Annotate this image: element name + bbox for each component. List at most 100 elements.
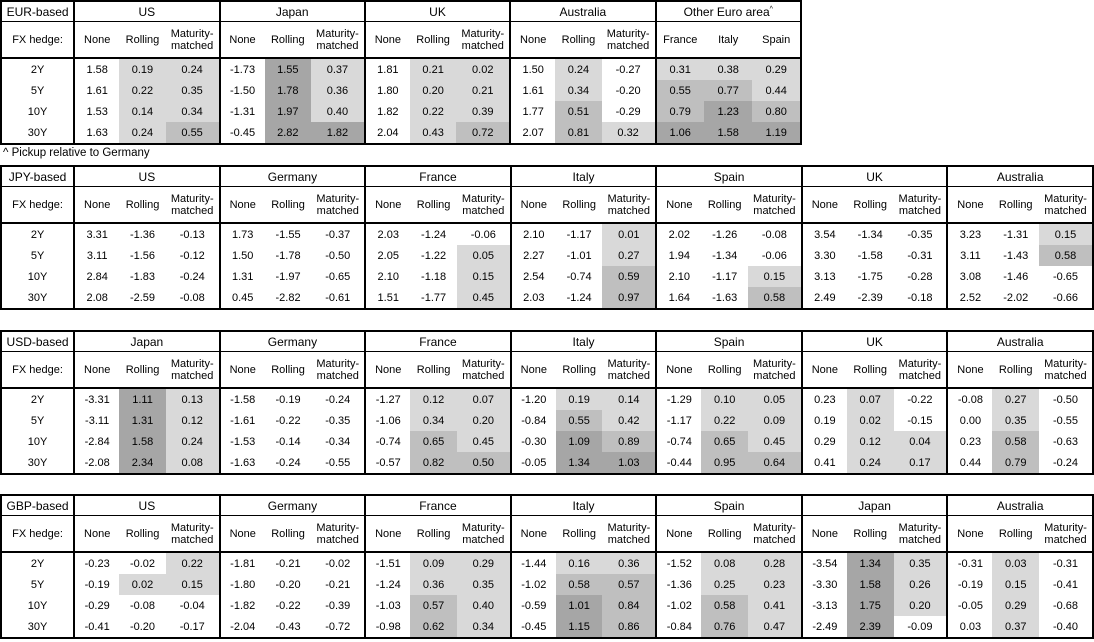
value-cell: 0.01 [602,223,657,245]
value-cell: 0.29 [992,595,1040,616]
value-cell: 0.39 [456,101,511,122]
group-header: US [73,166,220,187]
tenor-label: 10Y [1,595,76,616]
group-header: Spain [655,331,802,352]
hedge-column-header: None [73,515,120,553]
hedge-column-header: None [509,351,556,389]
value-cell: 0.35 [456,574,511,595]
value-cell: -0.41 [1052,578,1079,591]
value-cell: 0.45 [456,431,511,452]
value-cell: 2.03 [509,287,556,309]
hedge-column-header: Rolling [846,351,894,389]
group-header: US [73,495,220,516]
value-cell: 0.16 [555,552,603,574]
value-cell: 0.58 [992,431,1040,452]
value-cell: 0.55 [555,410,603,431]
hedge-column-header: Maturity-matched [893,515,948,553]
value-cell: -1.55 [275,228,301,241]
value-cell: 0.29 [456,552,511,574]
value-cell: 0.65 [410,431,457,452]
usd-based-grid: USD-based Japan Germany France Italy Spain UK A… [0,330,1094,475]
value-cell: 1.01 [555,595,603,616]
hedge-column-header: Rolling [410,351,457,389]
value-cell: 2.49 [800,287,847,309]
hedge-column-header: Rolling [409,21,457,59]
base-label: GBP-based [1,495,76,516]
table-row: 30Y -2.08 2.34 0.08 -1.63 -0.24 -0.55 -0.57 0.82… [1,452,1093,474]
hedge-column-header: Maturity-matched [456,351,511,389]
group-header: UK [800,166,948,187]
hedge-column-header: None [218,351,265,389]
table-eur-based: EUR-based US Japan UK Australia Other Euro ar… [0,0,802,145]
value-cell: -1.20 [509,388,556,410]
hedge-column-header: None [800,186,847,224]
value-cell: -1.03 [364,595,411,616]
hedge-column-header: Maturity-matched [456,21,511,59]
value-cell: -0.09 [907,620,933,633]
table-jpy-based: JPY-based US Germany France Italy Spain UK Aust… [0,165,1094,310]
value-cell: 0.36 [410,574,457,595]
value-cell: 0.14 [602,388,657,410]
hedge-column-header: Maturity-matched [747,351,802,389]
value-cell: 1.58 [703,122,753,144]
value-cell: -3.31 [73,388,120,410]
value-cell: 0.26 [893,574,948,595]
value-cell: 0.44 [752,80,801,101]
group-header: Germany [218,166,366,187]
value-cell: -2.39 [857,291,883,304]
value-cell: -0.12 [179,249,205,262]
value-cell: 0.19 [119,58,166,80]
table-row: 10Y 2.84 -1.83 -0.24 1.31 -1.97 -0.65 2.10 -1.18… [1,266,1093,287]
value-cell: 0.03 [946,616,993,638]
value-cell: 0.12 [165,410,220,431]
hedge-column-header: Maturity-matched [456,515,511,553]
table-gbp-based: GBP-based US Germany France Italy Spain Japan A… [0,494,1094,639]
value-cell: 1.78 [264,80,312,101]
value-cell: -0.27 [615,63,641,76]
hedge-column-header: Maturity-matched [1039,515,1093,553]
value-cell: 0.29 [800,431,847,452]
value-cell: 0.36 [602,552,657,574]
value-cell: 0.34 [410,410,457,431]
value-cell: 0.76 [701,616,748,638]
value-cell: 3.23 [946,223,993,245]
tenor-label: 30Y [1,287,76,309]
value-cell: -0.31 [907,249,933,262]
value-cell: 0.47 [747,616,802,638]
group-header: Japan [800,495,948,516]
value-cell: 1.19 [752,122,801,144]
value-cell: 0.22 [701,410,748,431]
value-cell: 1.77 [509,101,556,122]
tenor-label: 30Y [1,122,76,144]
value-cell: -1.27 [364,388,411,410]
value-cell: 1.58 [846,574,894,595]
value-cell: 0.97 [602,287,657,309]
value-cell: 1.94 [655,245,702,266]
hedge-column-header: Maturity-matched [165,186,220,224]
table-row: 30Y 2.08 -2.59 -0.08 0.45 -2.82 -0.61 1.51 -1.77… [1,287,1093,309]
value-cell: -2.59 [129,291,156,304]
value-cell: 0.09 [410,552,457,574]
group-header-row: EUR-based US Japan UK Australia Other Euro ar… [1,1,801,22]
value-cell: 0.95 [701,452,748,474]
table-row: 2Y -0.23 -0.02 0.22 -1.81 -0.21 -0.02 -1.51 0.09… [1,552,1093,574]
value-cell: -1.22 [421,249,447,262]
value-cell: 0.38 [703,58,753,80]
value-cell: -0.24 [325,393,351,406]
value-cell: -0.84 [509,410,556,431]
hedge-column-header: None [364,186,411,224]
hedge-column-header: Maturity-matched [601,21,656,59]
value-cell: 1.80 [363,80,410,101]
value-cell: 0.79 [992,452,1040,474]
value-cell: 1.97 [264,101,312,122]
hedge-column-header: Rolling [119,351,166,389]
value-cell: -0.18 [907,291,933,304]
value-cell: 0.25 [701,574,748,595]
value-cell: 0.45 [456,287,511,309]
jpy-based-grid: JPY-based US Germany France Italy Spain UK Aust… [0,165,1094,310]
value-cell: -0.45 [509,616,556,638]
value-cell: 0.24 [165,58,220,80]
value-cell: -0.05 [509,452,556,474]
value-cell: 0.29 [752,58,801,80]
value-cell: -0.20 [275,578,301,591]
